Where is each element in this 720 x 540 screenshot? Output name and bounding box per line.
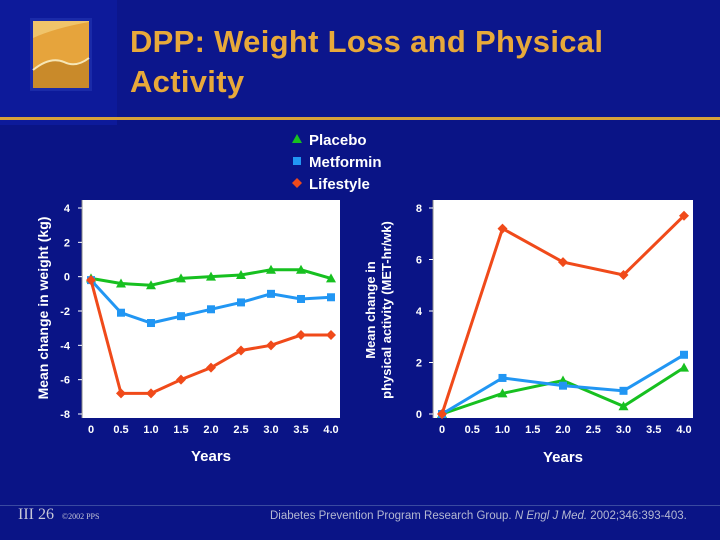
y-tick-label: -2 [60, 306, 70, 318]
citation-authors: Diabetes Prevention Program Research Gro… [270, 510, 515, 522]
dpp-logo-icon [30, 18, 92, 91]
data-point-placebo [236, 269, 246, 279]
data-point-metformin [207, 305, 215, 314]
y-tick-label: 4 [416, 306, 423, 318]
data-point-lifestyle [296, 330, 306, 341]
legend-label-placebo: Placebo [309, 132, 367, 149]
data-point-lifestyle [558, 257, 568, 268]
legend-marker-metformin [293, 157, 301, 165]
y-tick-label: 2 [64, 237, 70, 249]
citation: Diabetes Prevention Program Research Gro… [270, 510, 687, 522]
x-tick-label: 1.5 [173, 424, 188, 436]
p-value-annotation: P<0.001 [490, 200, 554, 219]
copyright-text: ©2002 PPS [62, 512, 100, 521]
data-point-metformin [498, 373, 507, 382]
x-tick-label: 2.5 [233, 424, 248, 436]
data-point-placebo [296, 264, 306, 274]
footer-divider [0, 505, 720, 506]
citation-journal: N Engl J Med. [514, 510, 588, 522]
citation-details: 2002;346:393-403. [587, 510, 687, 522]
dpp-charts: Placebo Metformin Lifestyle 4 2 0 -2 -4 -6 -8 0 0.… [35, 132, 693, 466]
data-point-placebo [266, 264, 276, 274]
x-tick-label: 4.0 [323, 424, 338, 436]
y-tick-label: 8 [416, 203, 422, 215]
data-point-lifestyle [437, 409, 447, 419]
data-point-lifestyle [86, 275, 96, 286]
data-point-lifestyle [618, 269, 629, 280]
title-panel [117, 0, 720, 117]
x-tick-label: 2.0 [555, 424, 570, 436]
data-point-lifestyle [206, 362, 216, 373]
data-point-metformin [680, 350, 688, 359]
x-tick-label: 0.5 [113, 424, 128, 436]
p-value-annotation: P<0.001 [138, 200, 202, 219]
data-point-metformin [237, 298, 245, 307]
x-tick-label: 0 [439, 424, 445, 436]
data-point-placebo [176, 273, 186, 283]
x-tick-label: 2.5 [586, 424, 601, 436]
x-tick-label: 1.0 [143, 424, 158, 436]
y-axis-label-line: physical activity (MET-hr/wk) [379, 221, 394, 399]
data-point-lifestyle [266, 340, 276, 351]
data-point-metformin [297, 294, 305, 303]
data-point-metformin [327, 293, 335, 302]
data-point-placebo [146, 280, 156, 290]
chart-legend: Placebo Metformin Lifestyle [292, 132, 382, 193]
data-point-lifestyle [326, 330, 336, 341]
data-point-metformin [177, 312, 185, 321]
x-tick-label: 1.0 [495, 424, 510, 436]
x-tick-label: 3.0 [263, 424, 278, 436]
y-tick-label: -4 [60, 340, 71, 352]
data-point-placebo [206, 271, 216, 281]
legend-marker-placebo [292, 134, 302, 143]
y-tick-label: 0 [64, 272, 70, 284]
x-tick-label: 0.5 [465, 424, 480, 436]
data-point-placebo [618, 401, 629, 411]
weight-change-chart: 4 2 0 -2 -4 -6 -8 0 0.5 1.0 1.5 2.0 2.5 3.0 3.5 4.0 Year… [35, 200, 340, 465]
slide-title: DPP: Weight Loss and Physical Activity [130, 24, 604, 99]
x-tick-label: 3.5 [646, 424, 661, 436]
data-point-placebo [116, 278, 126, 288]
y-axis-label-line: Mean change in [363, 261, 378, 359]
x-axis-label: Years [543, 449, 583, 466]
data-point-metformin [559, 381, 567, 390]
legend-marker-lifestyle [292, 178, 302, 188]
x-axis-label: Years [191, 448, 231, 465]
data-point-lifestyle [146, 388, 156, 399]
data-point-lifestyle [236, 345, 246, 356]
data-point-lifestyle [497, 223, 508, 234]
x-tick-label: 2.0 [203, 424, 218, 436]
data-point-placebo [679, 362, 689, 372]
x-tick-label: 1.5 [525, 424, 540, 436]
x-tick-label: 3.5 [293, 424, 308, 436]
data-point-metformin [117, 308, 125, 317]
data-point-lifestyle [679, 210, 689, 221]
slide-number: III 26 [18, 506, 54, 523]
x-tick-label: 4.0 [676, 424, 691, 436]
legend-label-lifestyle: Lifestyle [309, 176, 370, 193]
legend-label-metformin: Metformin [309, 154, 382, 171]
data-point-lifestyle [176, 374, 186, 385]
x-tick-label: 3.0 [616, 424, 631, 436]
y-tick-label: 0 [416, 409, 422, 421]
title-divider [0, 117, 720, 120]
y-tick-label: 2 [416, 358, 422, 370]
data-point-placebo [497, 388, 508, 398]
x-tick-label: 0 [88, 424, 94, 436]
y-axis-label: Mean change in weight (kg) [35, 217, 51, 400]
y-tick-label: -8 [60, 409, 70, 421]
data-point-metformin [267, 289, 275, 298]
data-point-metformin [619, 386, 628, 395]
y-tick-label: 4 [64, 203, 71, 215]
y-tick-label: -6 [60, 375, 70, 387]
data-point-placebo [326, 273, 336, 283]
data-point-lifestyle [116, 388, 126, 399]
data-point-metformin [147, 319, 155, 328]
activity-change-chart: 8 6 4 2 0 0 0.5 1.0 1.5 2.0 2.5 3.0 3.5 4.0 Years Mean … [363, 200, 693, 466]
y-tick-label: 6 [416, 255, 422, 267]
